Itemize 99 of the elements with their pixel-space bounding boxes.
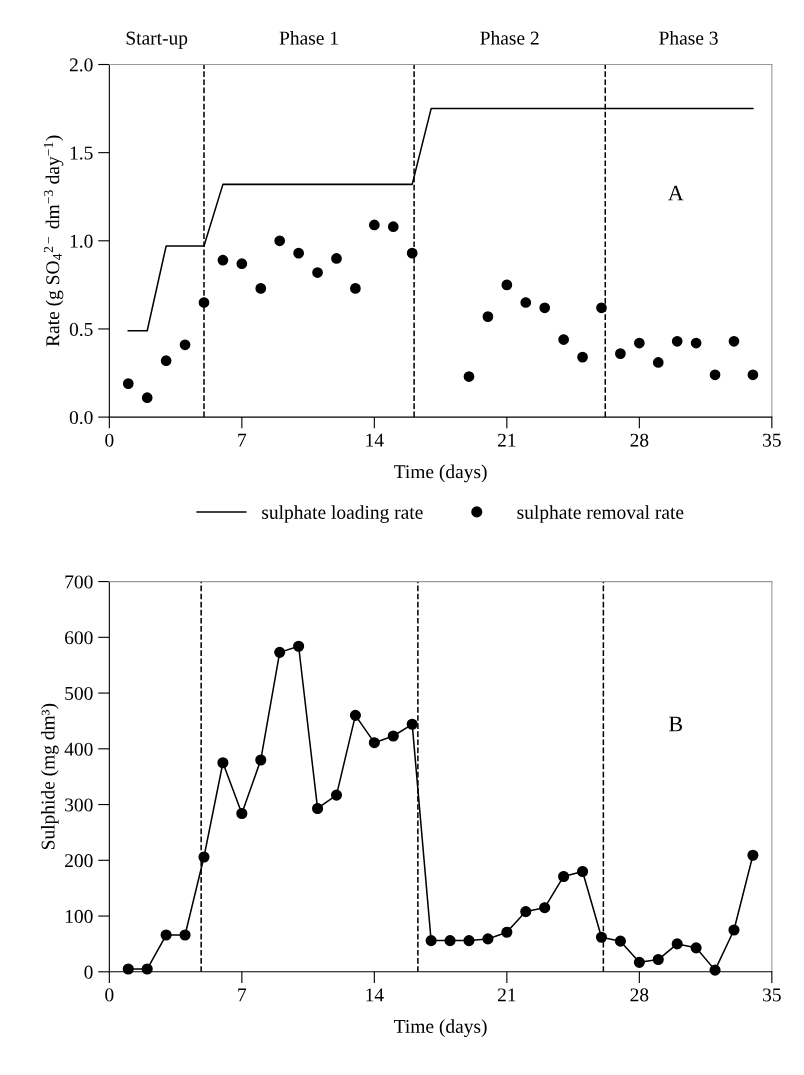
- point: [614, 935, 626, 947]
- x-tick-label: 21: [497, 433, 516, 447]
- point: [255, 283, 267, 294]
- point: [179, 339, 191, 351]
- point: [520, 297, 532, 308]
- point: [539, 902, 551, 914]
- y-tick-label: 600: [65, 631, 93, 645]
- point: [501, 279, 513, 291]
- point: [463, 371, 475, 382]
- text: Phase 3: [659, 31, 718, 45]
- point: [690, 337, 702, 349]
- point: [293, 247, 304, 259]
- point: [198, 297, 210, 308]
- point: [406, 718, 418, 730]
- point: [293, 640, 305, 652]
- point: [652, 357, 664, 368]
- point: [179, 929, 191, 941]
- point: [596, 302, 607, 314]
- point: [122, 378, 134, 389]
- point: [558, 870, 570, 883]
- point: [160, 355, 172, 367]
- y-tick-label: 500: [65, 686, 93, 701]
- x-tick-label: 35: [763, 433, 781, 447]
- point: [652, 953, 664, 966]
- point: [368, 219, 380, 231]
- point: [539, 302, 551, 314]
- point: [274, 646, 286, 658]
- point: [671, 335, 683, 347]
- annotation: B: [669, 716, 683, 732]
- x-tick-label: 35: [763, 988, 781, 1002]
- y-tick-label: 700: [65, 575, 93, 589]
- y-tick-label: 1.5: [70, 146, 93, 160]
- y-tick-label: 100: [65, 909, 93, 923]
- x-tick-label: 0: [105, 433, 114, 447]
- point: [236, 258, 248, 270]
- point: [274, 235, 286, 247]
- legend-label: sulphate removal rate: [517, 505, 684, 523]
- point: [615, 348, 626, 359]
- point: [747, 849, 759, 861]
- legend-label: sulphate loading rate: [262, 505, 423, 523]
- text: Start-up: [126, 31, 188, 49]
- point: [747, 369, 759, 381]
- x-tick-label: 7: [238, 433, 247, 447]
- x-tick-label: 14: [366, 433, 384, 447]
- y-tick-label: 2.0: [69, 58, 93, 72]
- y-tick-label: 400: [64, 742, 93, 756]
- point: [728, 924, 740, 936]
- point: [671, 938, 683, 950]
- point: [217, 757, 229, 769]
- point: [349, 709, 361, 721]
- x-axis-title: Time (days): [394, 1019, 487, 1037]
- x-tick-label: 28: [630, 988, 649, 1002]
- annotation: A: [667, 185, 684, 201]
- y-axis-title: Rate (g SO$_{4}$$^{2−}$ dm$^{−3}$ day$^{−1}$): [43, 135, 64, 347]
- point: [331, 253, 342, 264]
- point: [350, 283, 361, 294]
- point: [520, 906, 532, 918]
- point: [368, 737, 380, 749]
- text: Phase 1: [279, 31, 338, 45]
- x-axis-title: Time (days): [394, 464, 487, 483]
- point: [330, 789, 343, 801]
- point: [482, 933, 494, 945]
- y-tick-label: 1.0: [70, 234, 93, 248]
- text: Phase 2: [480, 31, 539, 45]
- point: [387, 221, 399, 233]
- point: [312, 802, 324, 815]
- point: [463, 935, 475, 947]
- y-axis-title: Sulphide (mg dm³): [40, 703, 59, 850]
- point: [728, 335, 740, 347]
- x-tick-label: 21: [497, 988, 516, 1002]
- point: [312, 267, 323, 278]
- point: [387, 730, 399, 742]
- x-tick-label: 28: [630, 433, 649, 447]
- x-tick-label: 7: [238, 988, 247, 1002]
- point: [558, 334, 569, 345]
- point: [501, 926, 513, 938]
- point: [482, 311, 494, 322]
- point: [576, 865, 589, 878]
- point: [160, 929, 172, 941]
- point: [406, 247, 418, 259]
- x-tick-label: 0: [105, 988, 114, 1002]
- point: [141, 392, 153, 404]
- point: [690, 942, 702, 954]
- y-tick-label: 300: [65, 798, 93, 812]
- point: [444, 935, 456, 947]
- point: [425, 935, 437, 947]
- point: [595, 931, 608, 943]
- y-tick-label: 0: [84, 965, 93, 979]
- point: [577, 351, 588, 363]
- point: [217, 254, 229, 266]
- point: [236, 807, 248, 820]
- point: [255, 754, 267, 766]
- point: [709, 369, 721, 381]
- point: [633, 956, 645, 968]
- y-tick-label: 0.5: [69, 322, 93, 336]
- x-tick-label: 14: [366, 988, 384, 1002]
- point: [633, 337, 645, 349]
- y-tick-label: 200: [65, 854, 93, 868]
- y-tick-label: 0.0: [69, 410, 93, 425]
